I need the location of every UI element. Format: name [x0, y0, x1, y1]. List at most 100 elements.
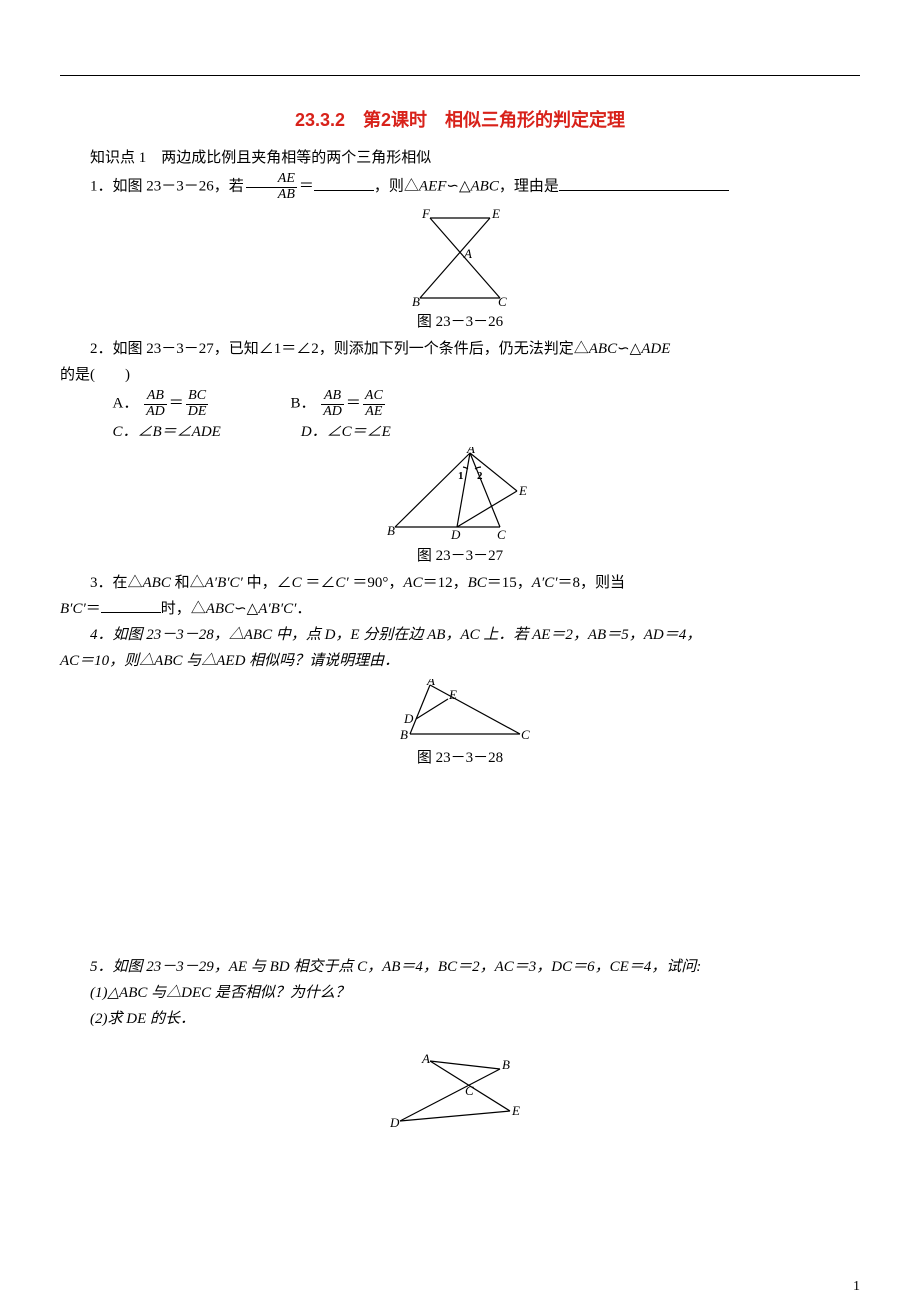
q1-fraction: AEAB: [246, 172, 297, 202]
q2-lbl-B: B: [387, 523, 395, 538]
q2-lbl-1: 1: [458, 470, 464, 482]
q4-line2: AC＝10，则△ABC 与△AED 相似吗？请说明理由．: [60, 649, 860, 673]
q3-t2: A′B′C′: [205, 575, 243, 591]
optA-eq: ＝: [169, 396, 184, 412]
lbl-C: C: [498, 294, 507, 308]
q1-stem: 1．如图 23－3－26，若AEAB＝，则△AEF∽△ABC，理由是: [60, 172, 860, 202]
q2-lbl-C: C: [497, 527, 506, 542]
optA-f1n: AB: [144, 389, 167, 405]
optB-f1d: AD: [321, 405, 344, 420]
q5-lbl-E: E: [511, 1103, 520, 1118]
q3-t4: A′B′C′: [258, 601, 296, 617]
q3-l2d: ∽△: [234, 601, 258, 617]
lbl-E: E: [491, 208, 500, 221]
optA-f2d: DE: [186, 405, 209, 420]
q5-figure: A B C D E: [60, 1051, 860, 1136]
q2-option-d: D．∠C＝∠E: [301, 420, 391, 441]
q2-lbl-A: A: [466, 447, 475, 456]
q3-seg3: A′C′: [532, 575, 558, 591]
optD-text: D．∠C＝∠E: [301, 424, 391, 440]
q1-frac-num: AE: [246, 172, 297, 188]
knowledge-point: 知识点 1 两边成比例且夹角相等的两个三角形相似: [60, 146, 860, 170]
optA-f1d: AD: [144, 405, 167, 420]
q1-sim: ∽△: [446, 179, 470, 195]
q2-mid: ∽△: [617, 341, 641, 357]
q5-l2: (1)△ABC 与△DEC 是否相似？为什么？: [90, 985, 350, 1001]
q5-line2: (1)△ABC 与△DEC 是否相似？为什么？: [60, 981, 860, 1005]
optB-eq: ＝: [346, 396, 361, 412]
q2-option-b: B． ABAD＝ACAE: [290, 389, 386, 419]
q1-figure: F E A B C 图 23－3－26: [60, 208, 860, 331]
q5-lbl-A: A: [421, 1051, 430, 1066]
q1-blank-1: [314, 175, 374, 191]
q3-l1a: 3．在△: [90, 575, 143, 591]
lbl-F: F: [421, 208, 431, 221]
spacer: [60, 773, 860, 953]
q2-stem: 2．如图 23－3－27，已知∠1＝∠2，则添加下列一个条件后，仍无法判定△AB…: [60, 337, 860, 361]
q1-svg: F E A B C: [400, 208, 520, 308]
q5-lbl-B: B: [502, 1057, 510, 1072]
q2-stem1: 2．如图 23－3－27，已知∠1＝∠2，则添加下列一个条件后，仍无法判定△: [90, 341, 589, 357]
q4-lbl-B: B: [400, 727, 408, 742]
q4-lbl-A: A: [426, 679, 435, 688]
q5-line3: (2)求 DE 的长．: [60, 1007, 860, 1031]
q3-line1: 3．在△ABC 和△A′B′C′ 中，∠C ＝∠C′ ＝90°，AC＝12，BC…: [60, 571, 860, 595]
q5-l1: 5．如图 23－3－29，AE 与 BD 相交于点 C，AB＝4，BC＝2，AC…: [90, 959, 701, 975]
q1-blank-2: [559, 175, 729, 191]
q2-figure: A B D C E 1 2 图 23－3－27: [60, 447, 860, 565]
optA-label: A．: [113, 396, 139, 412]
q3-eq1: ＝12，: [423, 575, 468, 591]
q3-l1b: 和△: [175, 575, 205, 591]
q3-c1: C: [292, 575, 302, 591]
q1-tri-b: ABC: [471, 179, 499, 195]
optB-f2n: AC: [363, 389, 385, 405]
q2-option-a: A． ABAD＝BCDE: [113, 389, 211, 419]
q1-pre: 1．如图 23－3－26，若: [90, 179, 244, 195]
q3-eq3: ＝8，则当: [558, 575, 626, 591]
q3-l1d: ＝∠: [305, 575, 335, 591]
q3-t1: ABC: [143, 575, 171, 591]
q3-eq2: ＝15，: [487, 575, 532, 591]
q5-lbl-C: C: [465, 1083, 474, 1098]
q3-l2e: ．: [296, 601, 311, 617]
lbl-B: B: [412, 294, 420, 308]
q4-caption: 图 23－3－28: [60, 746, 860, 767]
q3-l1c: 中，∠: [247, 575, 292, 591]
q2-lbl-2: 2: [477, 470, 483, 482]
q1-mid: ＝: [299, 179, 314, 195]
q4-lbl-C: C: [521, 727, 530, 742]
q5-line1: 5．如图 23－3－29，AE 与 BD 相交于点 C，AB＝4，BC＝2，AC…: [60, 955, 860, 979]
q4-line1: 4．如图 23－3－28，△ABC 中，点 D，E 分别在边 AB，AC 上．若…: [60, 623, 860, 647]
q2-t1: ABC: [589, 341, 617, 357]
page-number: 1: [853, 1279, 860, 1295]
q4-lbl-E: E: [448, 687, 457, 702]
q2-t2: ADE: [641, 341, 670, 357]
top-rule: [60, 75, 860, 76]
q4-svg: A D E B C: [385, 679, 535, 744]
optB-f2d: AE: [363, 405, 385, 420]
q3-line2: B′C′＝ 时，△ABC∽△A′B′C′．: [60, 597, 860, 621]
q5-lbl-D: D: [390, 1115, 400, 1130]
q1-post2: ，理由是: [499, 179, 559, 195]
page-title: 23.3.2 第2课时 相似三角形的判定定理: [60, 106, 860, 132]
q5-svg: A B C D E: [390, 1051, 530, 1136]
q4-l1: 4．如图 23－3－28，△ABC 中，点 D，E 分别在边 AB，AC 上．若…: [90, 627, 701, 643]
q1-caption: 图 23－3－26: [60, 310, 860, 331]
optB-label: B．: [290, 396, 315, 412]
q3-t3: ABC: [206, 601, 234, 617]
page: 23.3.2 第2课时 相似三角形的判定定理 知识点 1 两边成比例且夹角相等的…: [0, 0, 920, 1315]
q2-svg: A B D C E 1 2: [385, 447, 535, 542]
q2-stem-2: 的是( ): [60, 363, 860, 387]
q3-l2c: 时，△: [161, 601, 206, 617]
q1-post1: ，则△: [374, 179, 419, 195]
q3-l2a: B′C′: [60, 601, 86, 617]
q4-lbl-D: D: [403, 711, 414, 726]
q3-l2b: ＝: [86, 601, 101, 617]
q2-option-c: C．∠B＝∠ADE: [113, 420, 221, 441]
q3-seg1: AC: [403, 575, 422, 591]
optC-text: C．∠B＝∠ADE: [113, 424, 221, 440]
q2-lbl-E: E: [518, 483, 527, 498]
q3-seg2: BC: [468, 575, 487, 591]
optA-f2n: BC: [186, 389, 209, 405]
optB-f1n: AB: [321, 389, 344, 405]
